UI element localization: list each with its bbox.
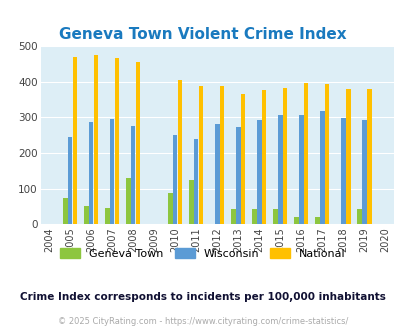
Bar [173, 135, 177, 224]
Bar [230, 209, 235, 224]
Bar [340, 118, 345, 224]
Bar [189, 180, 193, 224]
Bar [104, 208, 109, 224]
Bar [126, 178, 130, 224]
Bar [235, 127, 240, 224]
Bar [240, 94, 245, 224]
Bar [68, 137, 72, 224]
Bar [298, 115, 303, 224]
Bar [89, 122, 93, 224]
Text: © 2025 CityRating.com - https://www.cityrating.com/crime-statistics/: © 2025 CityRating.com - https://www.city… [58, 317, 347, 326]
Bar [277, 115, 282, 224]
Bar [366, 89, 371, 224]
Bar [303, 83, 308, 224]
Bar [114, 58, 119, 224]
Bar [198, 86, 203, 224]
Bar [214, 124, 219, 224]
Bar [63, 198, 67, 224]
Bar [261, 90, 266, 224]
Bar [361, 119, 366, 224]
Bar [130, 126, 135, 224]
Bar [282, 88, 287, 224]
Bar [84, 206, 88, 224]
Text: Crime Index corresponds to incidents per 100,000 inhabitants: Crime Index corresponds to incidents per… [20, 292, 385, 302]
Bar [345, 89, 350, 224]
Bar [356, 209, 361, 224]
Text: Geneva Town Violent Crime Index: Geneva Town Violent Crime Index [59, 27, 346, 42]
Bar [319, 111, 324, 224]
Bar [72, 57, 77, 224]
Bar [168, 193, 172, 224]
Bar [109, 119, 114, 224]
Bar [219, 86, 224, 224]
Bar [194, 139, 198, 224]
Bar [324, 84, 329, 224]
Bar [93, 55, 98, 224]
Bar [135, 62, 140, 224]
Bar [252, 209, 256, 224]
Bar [314, 216, 319, 224]
Bar [294, 216, 298, 224]
Bar [177, 80, 182, 224]
Bar [256, 120, 261, 224]
Legend: Geneva Town, Wisconsin, National: Geneva Town, Wisconsin, National [55, 244, 350, 263]
Bar [273, 209, 277, 224]
